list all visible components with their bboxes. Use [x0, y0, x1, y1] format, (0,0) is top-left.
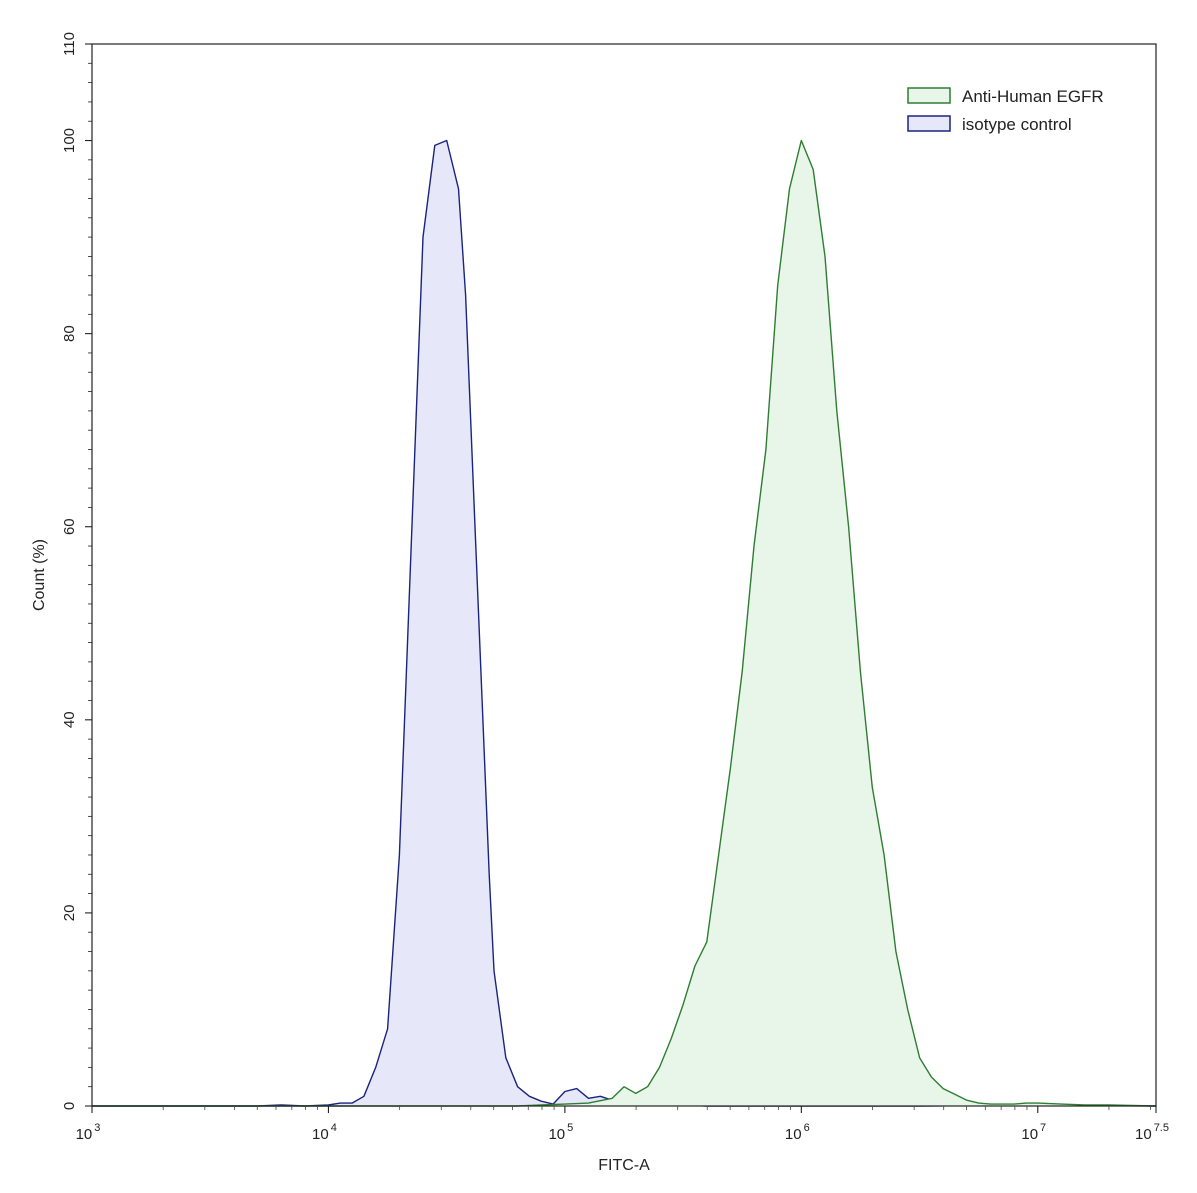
y-tick-label: 80	[61, 325, 78, 342]
series-line-anti-human-egfr	[92, 139, 1157, 1107]
x-tick-label: 10 3	[76, 1122, 101, 1143]
y-tick-label: 40	[61, 711, 78, 728]
y-tick-label: 110	[61, 32, 78, 56]
y-tick-label: 0	[61, 1102, 78, 1110]
x-tick-label: 10 4	[312, 1122, 337, 1143]
legend-swatch-anti-human-egfr	[907, 87, 951, 104]
y-axis-title: Count (%)	[31, 539, 48, 611]
legend: Anti-Human EGFR isotype control	[907, 87, 1104, 134]
legend-label-anti-human-egfr: Anti-Human EGFR	[962, 87, 1104, 106]
y-tick-label: 60	[61, 518, 78, 535]
y-tick-label: 100	[61, 128, 78, 153]
legend-swatch-isotype-control	[907, 115, 951, 132]
axis-layer: 10 3 10 4 10 5 10 6 10 7 10 7.5 0 20 40 60 80 100 110	[61, 32, 1169, 1143]
x-tick-label: 10 6	[785, 1122, 810, 1143]
x-axis-title: FITC-A	[598, 1157, 650, 1174]
legend-label-isotype-control: isotype control	[962, 115, 1072, 134]
x-tick-label: 10 7.5	[1135, 1122, 1169, 1143]
x-tick-label: 10 5	[548, 1122, 573, 1143]
series-layer	[92, 139, 1157, 1107]
plot-frame	[91, 43, 1157, 1107]
plot-area-background	[92, 44, 1156, 1106]
x-tick-label: 10 7	[1021, 1122, 1046, 1143]
y-tick-label: 20	[61, 905, 78, 922]
